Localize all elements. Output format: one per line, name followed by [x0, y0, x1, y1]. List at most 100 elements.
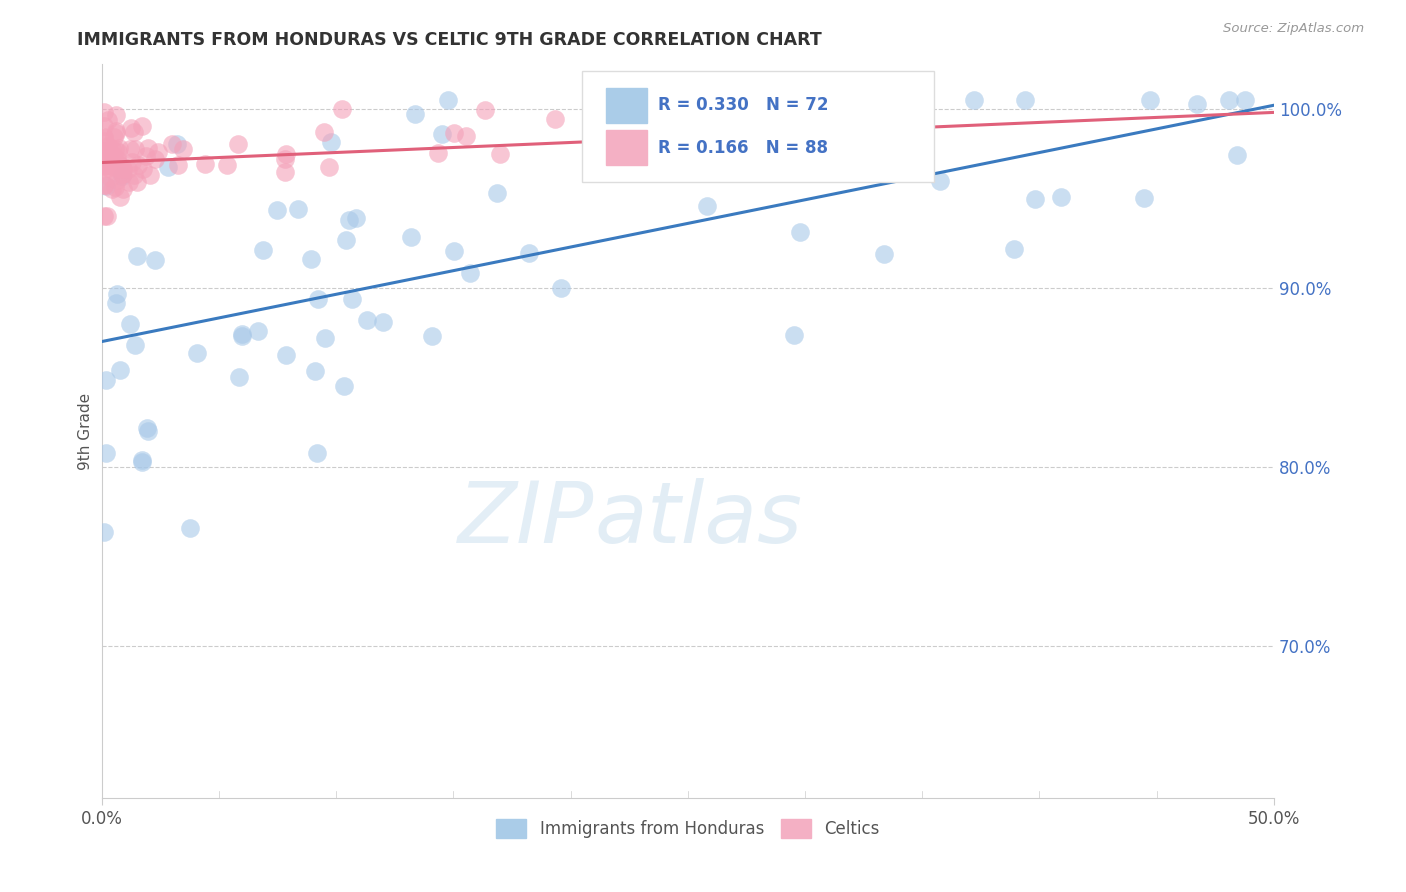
Text: ZIP: ZIP	[458, 478, 593, 561]
Point	[337, 212, 360, 227]
Point	[122, 125, 145, 139]
Point	[792, 161, 814, 175]
Point	[112, 162, 135, 177]
Point	[108, 158, 131, 172]
Point	[107, 140, 129, 154]
Point	[122, 168, 145, 182]
Point	[131, 454, 153, 468]
Point	[619, 145, 641, 160]
Point	[304, 364, 326, 378]
Point	[111, 159, 134, 173]
Point	[274, 146, 297, 161]
Point	[112, 167, 135, 181]
Point	[287, 202, 309, 216]
Point	[420, 329, 443, 343]
Point	[136, 421, 159, 435]
Point	[314, 126, 336, 140]
Point	[110, 162, 132, 177]
Point	[330, 102, 353, 116]
Point	[194, 157, 217, 171]
Point	[186, 345, 208, 359]
Point	[636, 141, 658, 155]
Point	[143, 152, 166, 166]
Point	[157, 161, 180, 175]
Point	[305, 446, 328, 460]
Point	[346, 211, 368, 225]
Point	[94, 158, 117, 172]
Point	[103, 130, 125, 145]
Point	[247, 324, 270, 338]
Point	[93, 209, 115, 223]
Point	[179, 521, 201, 535]
Point	[963, 93, 986, 107]
Point	[443, 244, 465, 258]
Point	[127, 158, 149, 172]
Point	[104, 107, 127, 121]
Point	[314, 331, 336, 345]
Point	[94, 145, 117, 159]
FancyBboxPatch shape	[582, 71, 934, 181]
Point	[319, 135, 342, 149]
Point	[93, 159, 115, 173]
Point	[104, 180, 127, 194]
Point	[274, 348, 297, 362]
Point	[1226, 147, 1249, 161]
Point	[274, 165, 297, 179]
Point	[166, 136, 188, 151]
Point	[93, 160, 115, 174]
Point	[228, 370, 250, 384]
Point	[335, 233, 357, 247]
Point	[103, 150, 125, 164]
Text: IMMIGRANTS FROM HONDURAS VS CELTIC 9TH GRADE CORRELATION CHART: IMMIGRANTS FROM HONDURAS VS CELTIC 9TH G…	[77, 31, 823, 49]
Point	[517, 246, 540, 260]
Point	[591, 93, 613, 107]
Point	[1185, 96, 1208, 111]
Point	[105, 153, 128, 167]
Point	[131, 453, 153, 467]
Point	[104, 296, 127, 310]
Point	[124, 142, 146, 156]
Point	[1133, 191, 1156, 205]
Point	[120, 142, 142, 156]
Point	[105, 127, 128, 141]
Point	[96, 209, 118, 223]
Point	[111, 168, 134, 182]
Point	[96, 154, 118, 169]
Point	[789, 225, 811, 239]
Point	[489, 146, 512, 161]
Point	[100, 182, 122, 196]
Point	[111, 182, 134, 196]
Text: R = 0.330   N = 72: R = 0.330 N = 72	[658, 96, 830, 114]
Point	[107, 156, 129, 170]
Point	[274, 152, 297, 166]
Point	[474, 103, 496, 117]
Point	[299, 252, 322, 266]
Point	[136, 425, 159, 439]
Point	[120, 120, 142, 135]
Point	[373, 314, 395, 328]
Point	[136, 141, 159, 155]
Point	[215, 158, 238, 172]
Point	[100, 169, 122, 184]
Point	[135, 149, 157, 163]
Point	[103, 153, 125, 167]
Point	[101, 142, 124, 156]
Point	[307, 293, 329, 307]
Point	[1014, 93, 1036, 107]
Point	[118, 176, 141, 190]
Point	[101, 159, 124, 173]
Legend: Immigrants from Honduras, Celtics: Immigrants from Honduras, Celtics	[489, 813, 886, 845]
Text: Source: ZipAtlas.com: Source: ZipAtlas.com	[1223, 22, 1364, 36]
Point	[125, 248, 148, 262]
Point	[94, 179, 117, 194]
Point	[436, 93, 458, 107]
Point	[340, 292, 363, 306]
Point	[94, 446, 117, 460]
Point	[139, 168, 162, 182]
Point	[108, 190, 131, 204]
FancyBboxPatch shape	[606, 87, 647, 123]
Point	[399, 230, 422, 244]
Point	[117, 162, 139, 177]
Point	[696, 198, 718, 212]
Point	[93, 120, 115, 134]
